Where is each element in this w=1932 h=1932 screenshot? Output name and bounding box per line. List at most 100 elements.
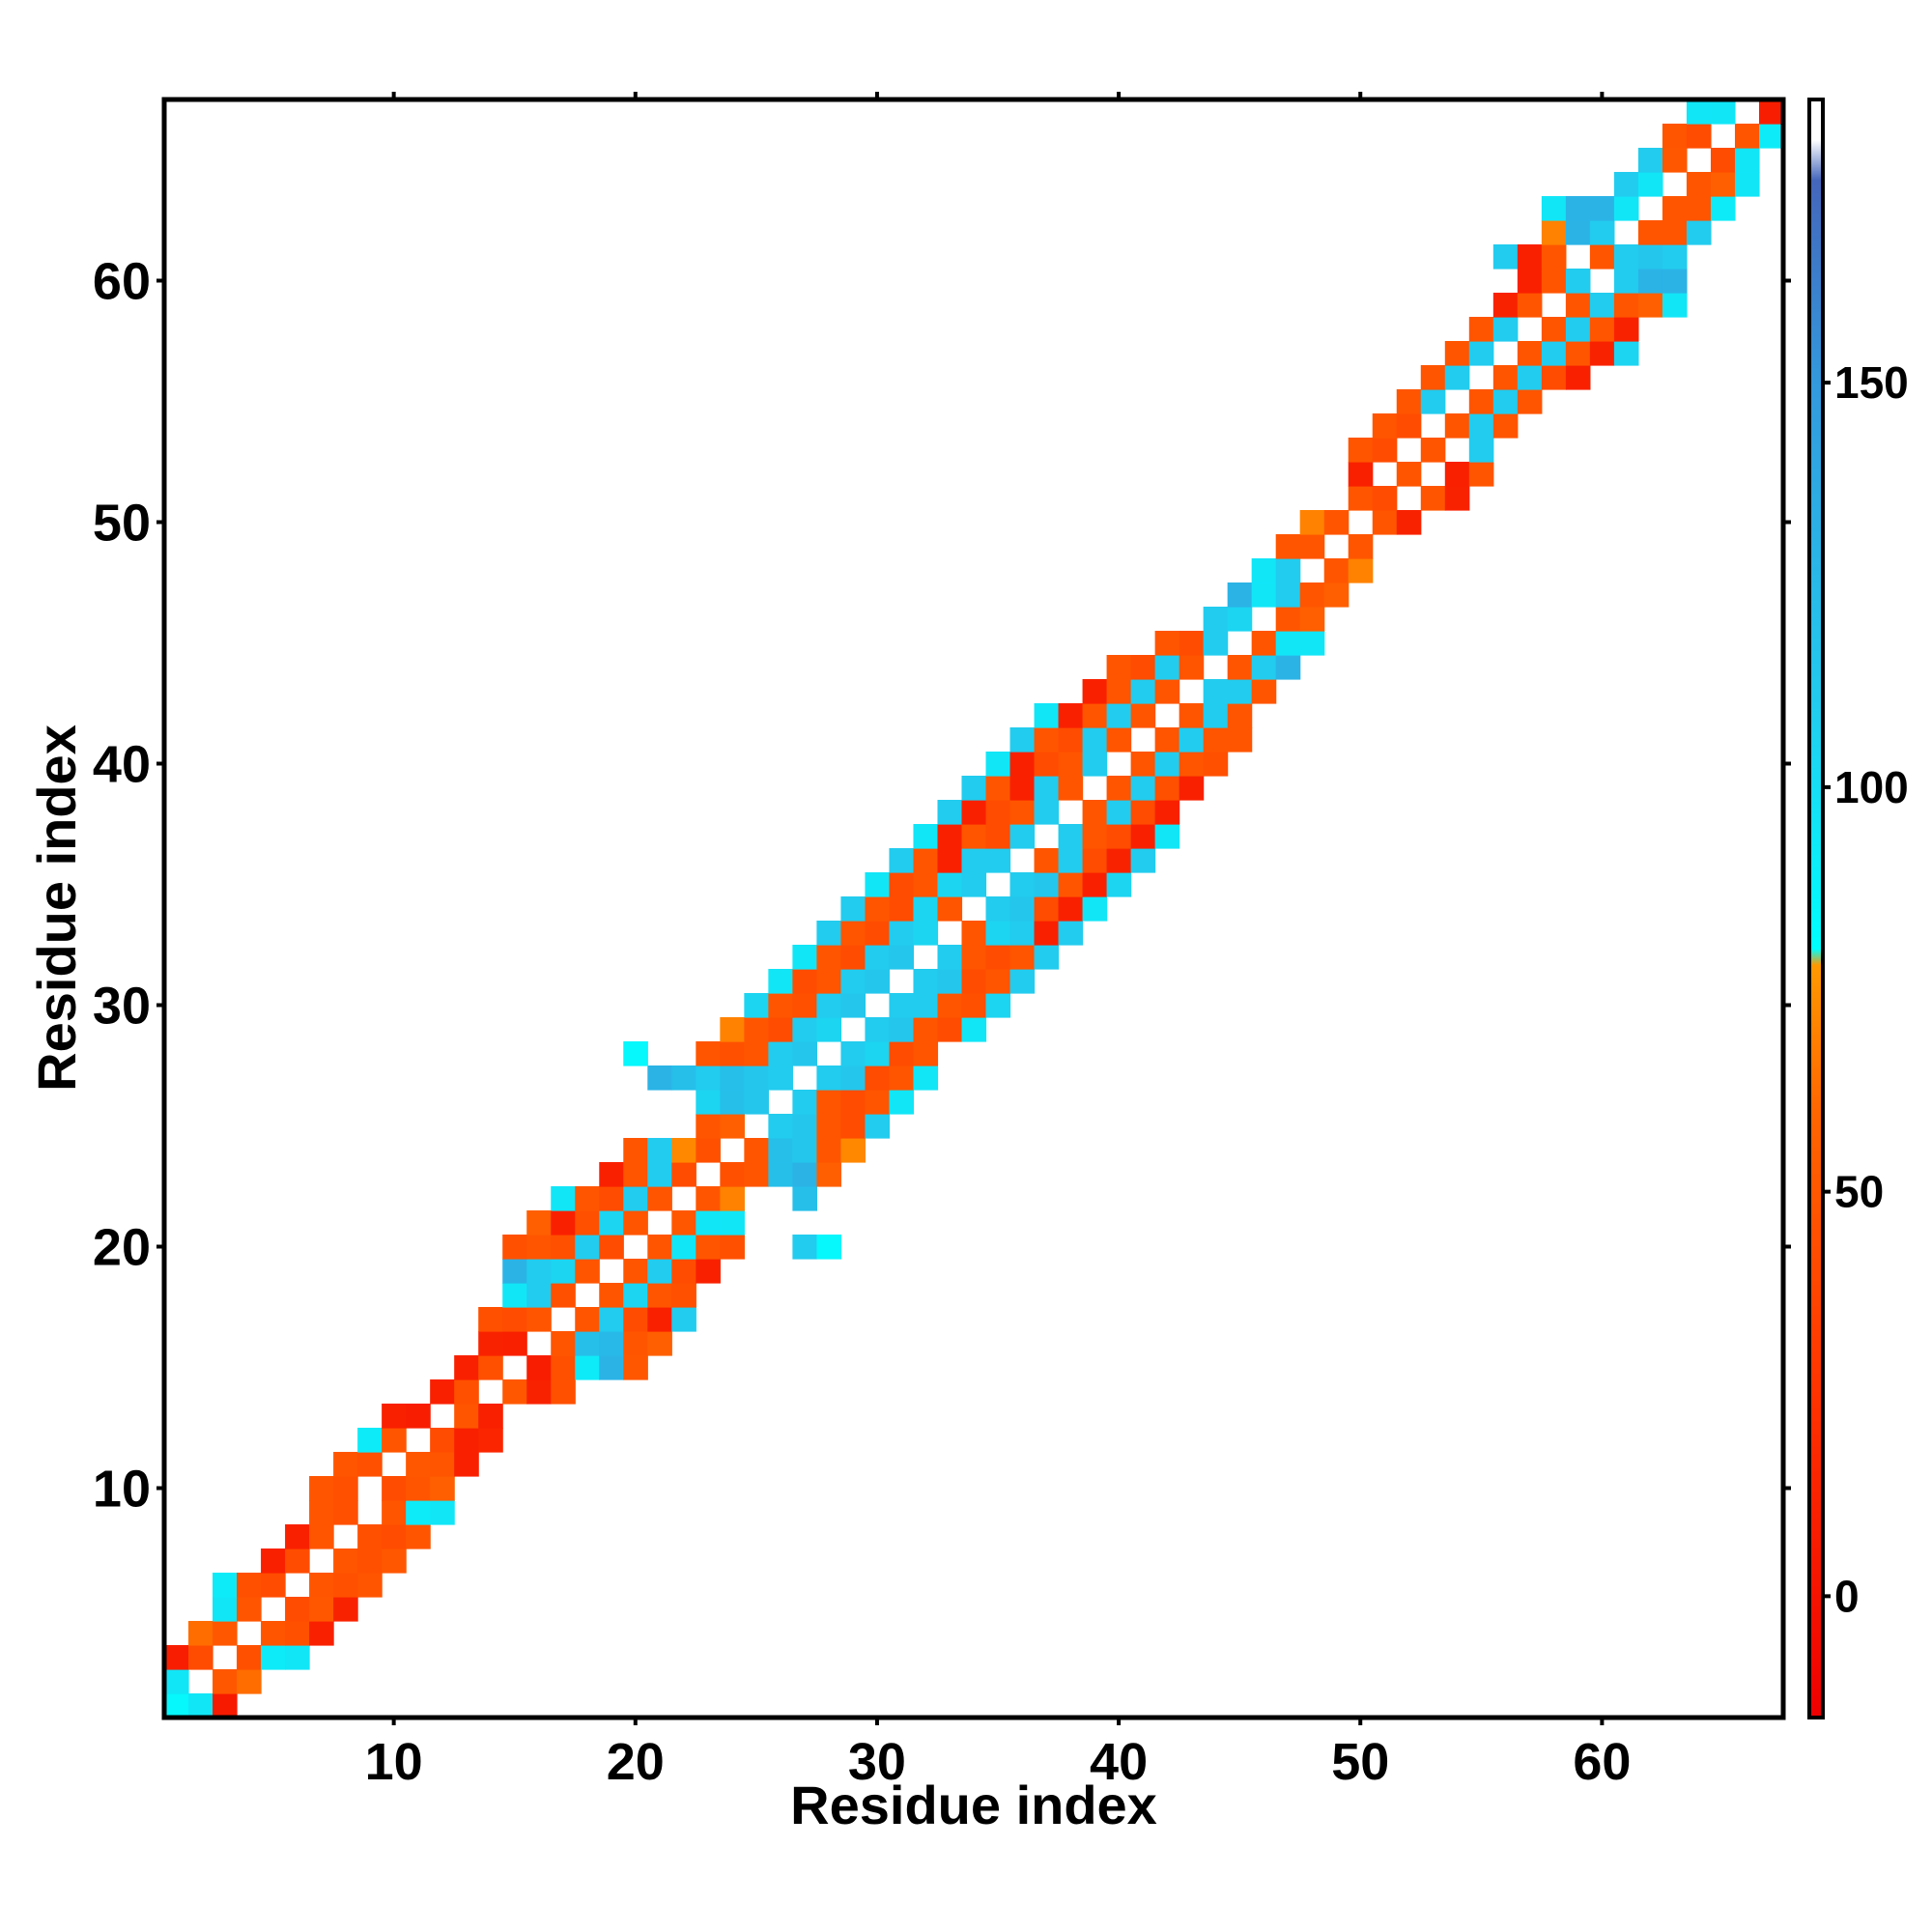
- heatmap-cell: [792, 1041, 817, 1066]
- heatmap-cell: [1468, 413, 1494, 439]
- heatmap-cell: [454, 1404, 479, 1429]
- heatmap-cell: [1613, 269, 1639, 294]
- heatmap-cell: [1662, 196, 1688, 221]
- heatmap-cell: [1130, 848, 1156, 873]
- heatmap-cell: [1348, 534, 1374, 559]
- heatmap-cell: [1565, 317, 1591, 342]
- heatmap-cell: [1251, 582, 1277, 608]
- heatmap-cell: [1348, 486, 1374, 511]
- heatmap-cell: [816, 1235, 842, 1260]
- heatmap-cell: [840, 969, 867, 994]
- heatmap-cell: [1130, 824, 1156, 849]
- heatmap-cell: [1179, 703, 1205, 728]
- y-tick-label: 50: [93, 495, 151, 553]
- heatmap-cell: [1686, 124, 1712, 149]
- heatmap-cell: [1323, 582, 1350, 608]
- heatmap-cell: [889, 945, 915, 970]
- heatmap-cell: [1203, 727, 1229, 753]
- heatmap-cell: [985, 824, 1011, 849]
- heatmap-cell: [961, 800, 987, 825]
- heatmap-cell: [357, 1428, 383, 1453]
- heatmap-cell: [1662, 293, 1688, 318]
- heatmap-cell: [1517, 365, 1543, 390]
- heatmap-cell: [985, 969, 1011, 994]
- heatmap-cell: [1179, 655, 1205, 680]
- heatmap-cell: [865, 872, 891, 897]
- heatmap-cell: [985, 752, 1011, 777]
- heatmap-cell: [768, 1065, 793, 1091]
- heatmap-cell: [792, 1090, 817, 1115]
- heatmap-cell: [454, 1452, 479, 1477]
- heatmap-cell: [599, 1283, 624, 1308]
- heatmap-cell: [551, 1355, 576, 1380]
- heatmap-cell: [913, 1065, 939, 1091]
- heatmap-cell: [1058, 921, 1084, 946]
- heatmap-cell: [1009, 752, 1036, 777]
- heatmap-cell: [551, 1259, 576, 1284]
- heatmap-cell: [1130, 752, 1156, 777]
- heatmap-cell: [1613, 341, 1639, 366]
- heatmap-cell: [840, 1114, 867, 1139]
- heatmap-cell: [671, 1235, 696, 1260]
- heatmap-cell: [1130, 679, 1156, 704]
- heatmap-cell: [792, 1017, 817, 1042]
- heatmap-cell: [1034, 727, 1060, 753]
- heatmap-cell: [213, 1573, 238, 1598]
- heatmap-cell: [502, 1307, 527, 1332]
- heatmap-cell: [961, 848, 987, 873]
- heatmap-cell: [961, 824, 987, 849]
- heatmap-cell: [768, 993, 793, 1018]
- heatmap-cell: [575, 1331, 600, 1356]
- heatmap-cell: [406, 1404, 431, 1429]
- heatmap-cell: [285, 1548, 310, 1574]
- heatmap-cell: [671, 1065, 696, 1091]
- heatmap-cell: [575, 1186, 600, 1211]
- heatmap-cell: [526, 1259, 552, 1284]
- heatmap-cell: [1637, 172, 1663, 197]
- heatmap-cell: [720, 1235, 745, 1260]
- heatmap-cell: [961, 993, 987, 1018]
- heatmap-cell: [1372, 413, 1398, 439]
- heatmap-cell: [1613, 172, 1639, 197]
- heatmap-cell: [599, 1235, 624, 1260]
- heatmap-cell: [792, 1186, 817, 1211]
- heatmap-cell: [188, 1645, 213, 1670]
- heatmap-cell: [1541, 317, 1567, 342]
- heatmap-cell: [1154, 631, 1180, 656]
- heatmap-cell: [1179, 631, 1205, 656]
- heatmap-cell: [1686, 196, 1712, 221]
- heatmap-cell: [213, 1669, 238, 1694]
- heatmap-cell: [985, 848, 1011, 873]
- heatmap-cell: [1058, 848, 1084, 873]
- heatmap-cell: [889, 921, 915, 946]
- heatmap-cell: [865, 921, 891, 946]
- heatmap-cell: [1082, 703, 1108, 728]
- heatmap-cell: [792, 969, 817, 994]
- heatmap-cell: [575, 1355, 600, 1380]
- colorbar-tick-label: 150: [1834, 357, 1909, 408]
- heatmap-cell: [1227, 679, 1253, 704]
- x-tick-label: 30: [848, 1733, 906, 1791]
- heatmap-cell: [1058, 872, 1084, 897]
- heatmap-cell: [889, 896, 915, 922]
- heatmap-cell: [696, 1090, 721, 1115]
- heatmap-cell: [1492, 293, 1519, 318]
- heatmap-cell: [768, 969, 793, 994]
- heatmap-cell: [937, 848, 963, 873]
- heatmap-cell: [357, 1452, 383, 1477]
- heatmap-cell: [1275, 582, 1301, 608]
- heatmap-cell: [840, 945, 867, 970]
- heatmap-cell: [1541, 244, 1567, 270]
- heatmap-cell: [1154, 800, 1180, 825]
- heatmap-cell: [1009, 776, 1036, 801]
- heatmap-cell: [1734, 148, 1760, 173]
- heatmap-cell: [1420, 365, 1446, 390]
- heatmap-cell: [1058, 896, 1084, 922]
- heatmap-cell: [1517, 244, 1543, 270]
- heatmap-cell: [865, 1090, 891, 1115]
- heatmap-cell: [913, 1041, 939, 1066]
- heatmap-cell: [961, 776, 987, 801]
- heatmap-cell: [1009, 969, 1036, 994]
- heatmap-cell: [744, 1041, 769, 1066]
